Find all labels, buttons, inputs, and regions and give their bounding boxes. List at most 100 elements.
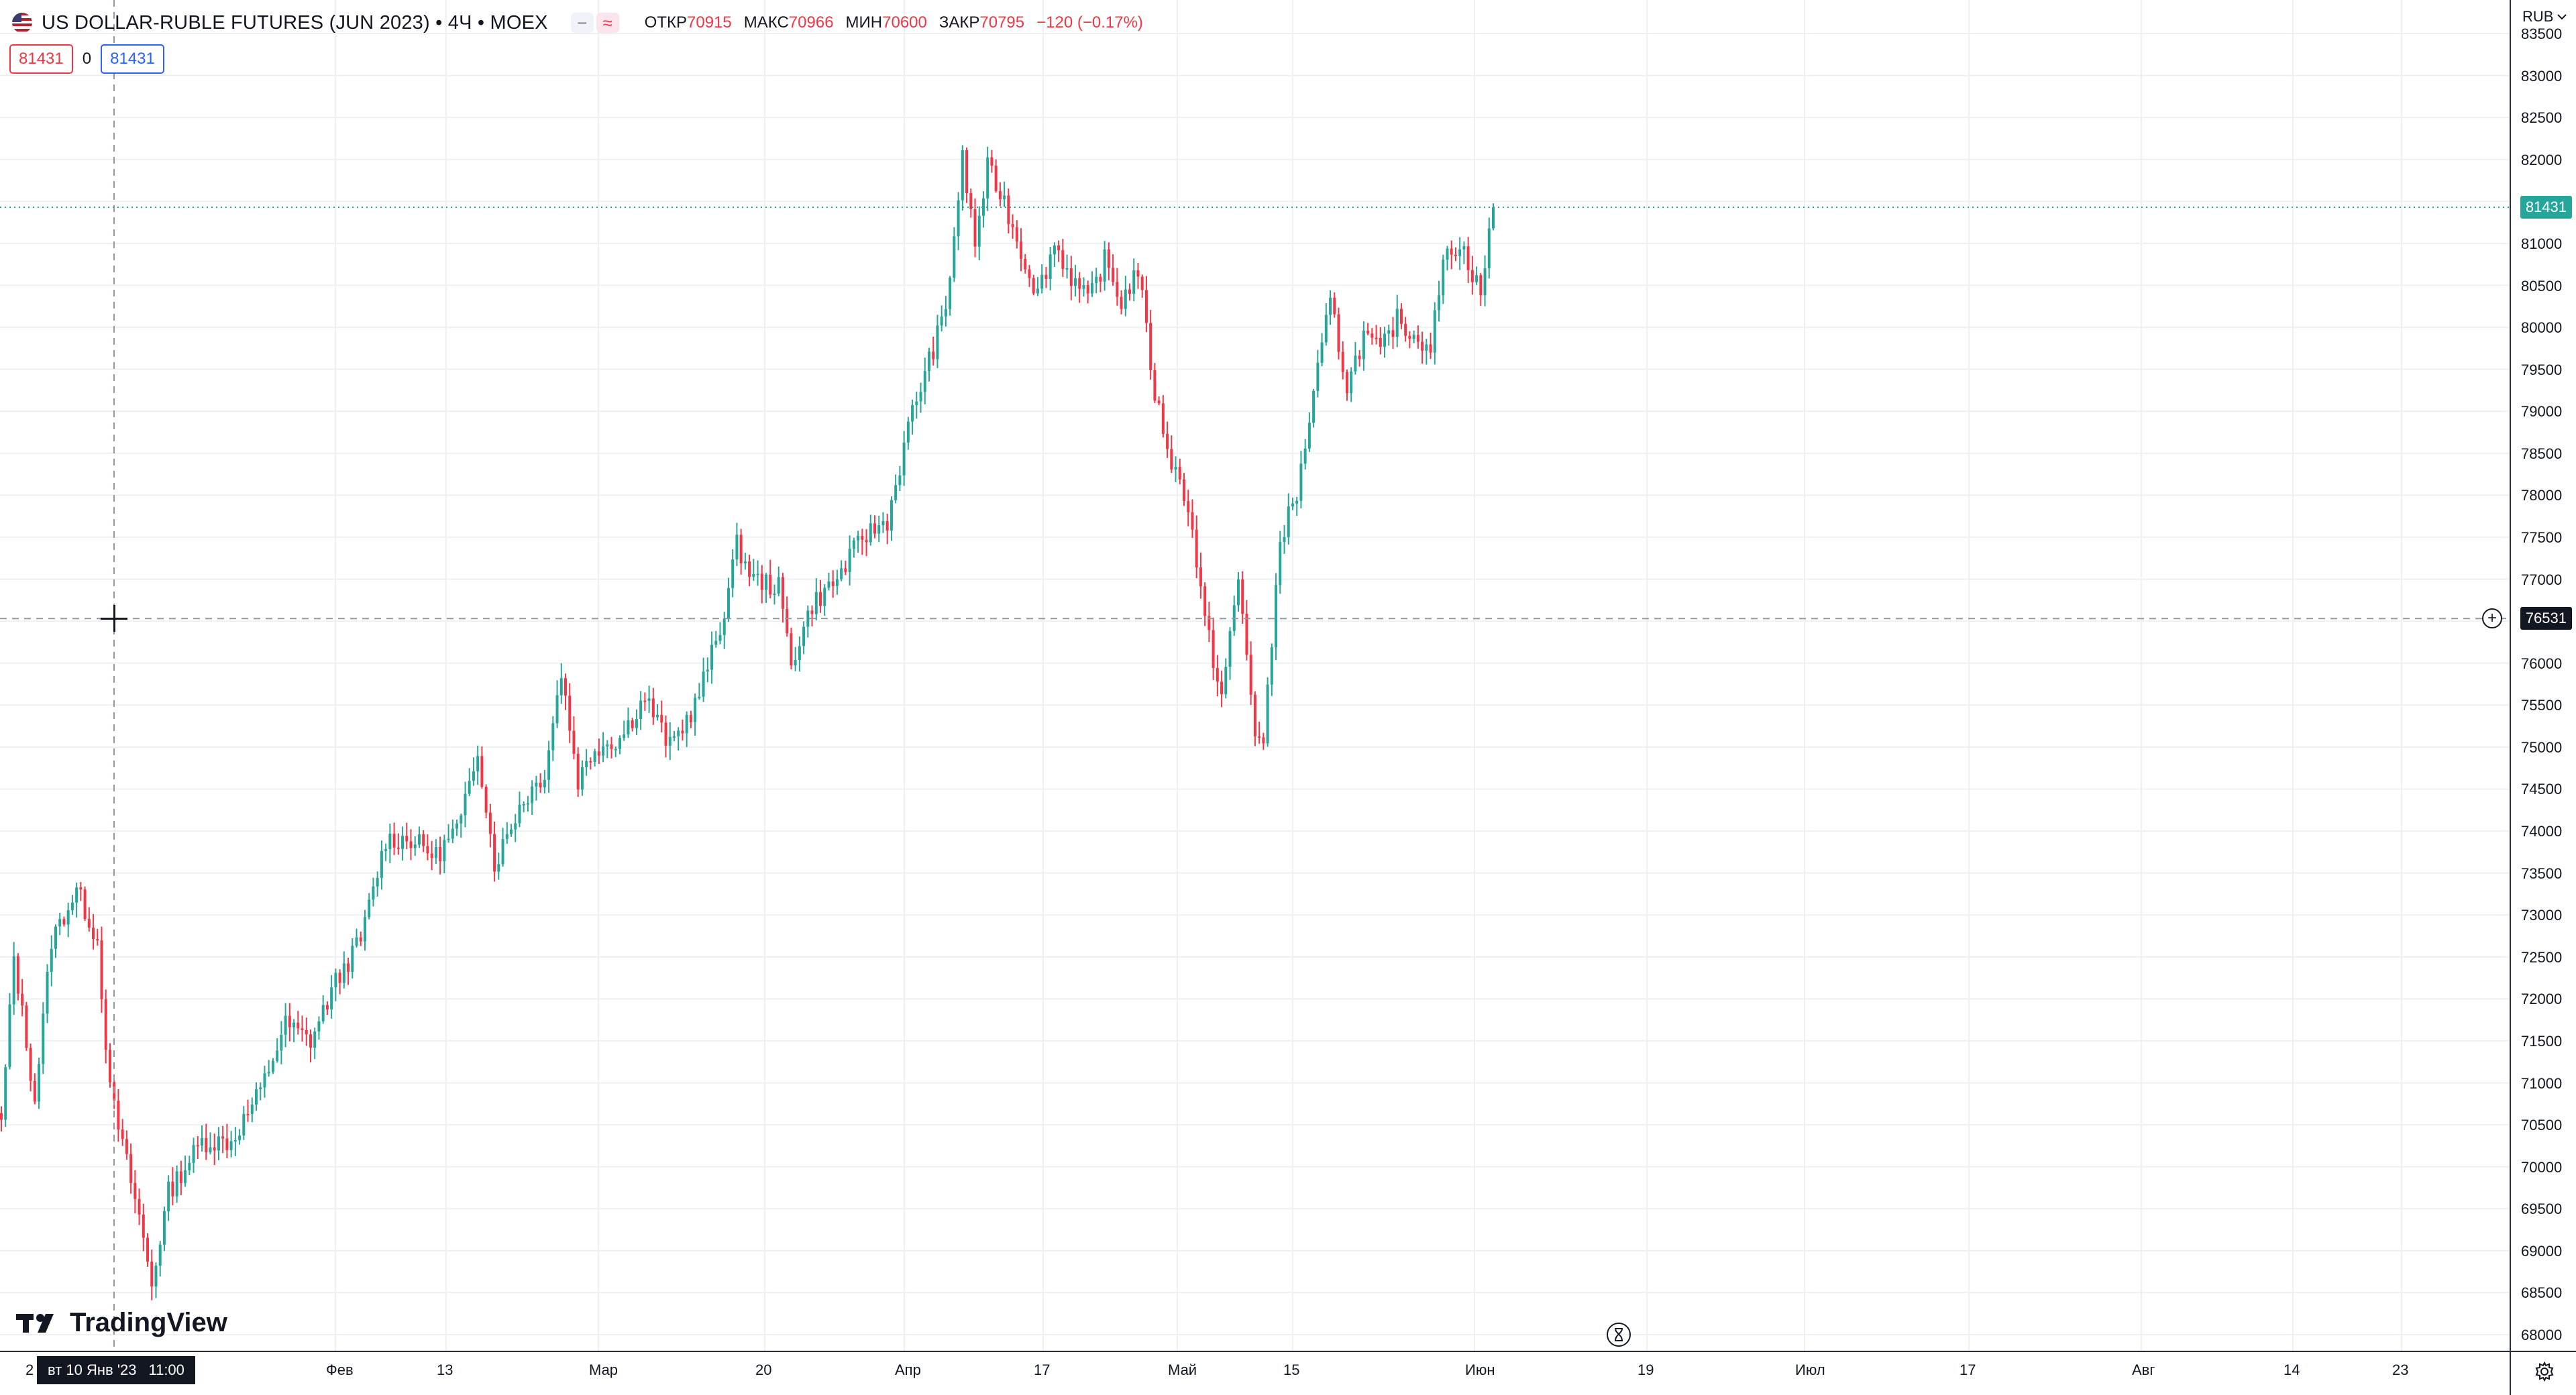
candle-body [305, 1030, 308, 1035]
tradingview-logo[interactable]: TradingView [16, 1308, 227, 1338]
compare-indicator-button[interactable]: ≈ [596, 13, 619, 33]
candle-body [1487, 228, 1491, 269]
candle-body [162, 1211, 166, 1245]
candle-body [1375, 337, 1378, 339]
candle-body [911, 405, 914, 422]
candle-body [543, 779, 546, 787]
candle-body [576, 753, 580, 790]
candle-body [547, 750, 551, 780]
candle-body [1470, 270, 1474, 282]
spread-value: 0 [82, 50, 92, 68]
candle-body [62, 919, 66, 925]
candle-body [330, 987, 333, 1010]
candle-body [33, 1080, 36, 1102]
price-tick-label: 69500 [2521, 1201, 2563, 1218]
candle-body [1078, 278, 1081, 289]
candle-body [417, 834, 421, 845]
candle-body [1053, 245, 1056, 255]
candle-body [138, 1198, 141, 1215]
candle-body [376, 877, 379, 887]
candle-body [242, 1113, 246, 1136]
candle-body [618, 738, 621, 749]
candle-body [773, 594, 776, 596]
candle-body [631, 720, 634, 728]
price-tick-label: 68500 [2521, 1284, 2563, 1302]
candle-body [179, 1171, 182, 1183]
candle-body [1466, 246, 1470, 270]
candle-body [735, 535, 739, 560]
candle-body [1153, 370, 1157, 401]
candle-body [455, 823, 459, 829]
candle-body [1249, 655, 1252, 695]
sell-button[interactable]: 81431 [9, 44, 73, 74]
gear-icon[interactable] [2532, 1359, 2557, 1384]
candle-body [221, 1136, 225, 1139]
candle-body [1224, 667, 1228, 695]
candle-body [501, 839, 504, 864]
candle-body [83, 889, 87, 919]
candle-body [718, 634, 722, 641]
candle-body [121, 1129, 124, 1139]
candle-body [756, 573, 759, 575]
candle-body [1291, 503, 1294, 507]
change-value: −120 (−0.17%) [1036, 13, 1143, 32]
price-tick-label: 77000 [2521, 571, 2563, 588]
candle-body [129, 1154, 133, 1183]
buy-button[interactable]: 81431 [101, 44, 164, 74]
price-tick-label: 74500 [2521, 781, 2563, 798]
candle-body [769, 574, 772, 595]
symbol-title[interactable]: US DOLLAR-RUBLE FUTURES (JUN 2023) • 4Ч … [42, 11, 548, 34]
candle-body [1462, 246, 1466, 249]
candle-body [1107, 249, 1110, 268]
candle-body [1371, 333, 1374, 338]
candle-body [614, 748, 617, 750]
price-tick-label: 82500 [2521, 109, 2563, 127]
candle-body [1307, 423, 1311, 449]
candle-body [42, 1013, 45, 1064]
currency-selector[interactable]: RUB [2522, 8, 2567, 25]
candle-body [196, 1145, 199, 1147]
candle-body [990, 157, 994, 166]
candle-body [752, 573, 755, 577]
candle-body [96, 939, 99, 941]
candle-body [1287, 506, 1290, 537]
candle-body [1024, 258, 1027, 270]
candle-body [1241, 579, 1244, 614]
hide-indicator-button[interactable]: − [570, 13, 594, 33]
price-tick-label: 79000 [2521, 403, 2563, 421]
candle-body [1362, 331, 1365, 359]
candle-body [1433, 310, 1436, 353]
candle-body [276, 1050, 279, 1061]
candle-body [998, 190, 1002, 200]
candle-body [359, 937, 362, 942]
candle-body [698, 696, 701, 698]
candle-body [271, 1060, 274, 1072]
candle-body [1166, 433, 1169, 449]
hourglass-icon[interactable] [1607, 1323, 1631, 1347]
add-alert-plus-icon[interactable]: + [2482, 608, 2502, 629]
high-label: МАКС [743, 13, 789, 32]
candle-body [580, 767, 584, 790]
candle-body [158, 1244, 162, 1266]
candle-body [1136, 270, 1140, 277]
candle-body [852, 540, 855, 549]
candle-body [1383, 333, 1387, 347]
candle-body [317, 1021, 321, 1031]
candle-body [1270, 647, 1273, 685]
candle-body [1458, 249, 1462, 256]
logo-text: TradingView [70, 1308, 227, 1337]
candle-body [439, 846, 442, 862]
candle-body [781, 577, 784, 609]
candle-body [961, 150, 964, 201]
candle-body [1416, 335, 1419, 342]
candle-body [1333, 297, 1336, 315]
candle-body [1266, 684, 1269, 744]
price-tick-label: 68000 [2521, 1326, 2563, 1343]
candle-body [396, 847, 400, 849]
candle-body [87, 919, 91, 928]
candle-body [531, 786, 534, 803]
candle-body [154, 1266, 158, 1287]
candle-body [559, 678, 563, 695]
candle-body [1157, 400, 1161, 404]
